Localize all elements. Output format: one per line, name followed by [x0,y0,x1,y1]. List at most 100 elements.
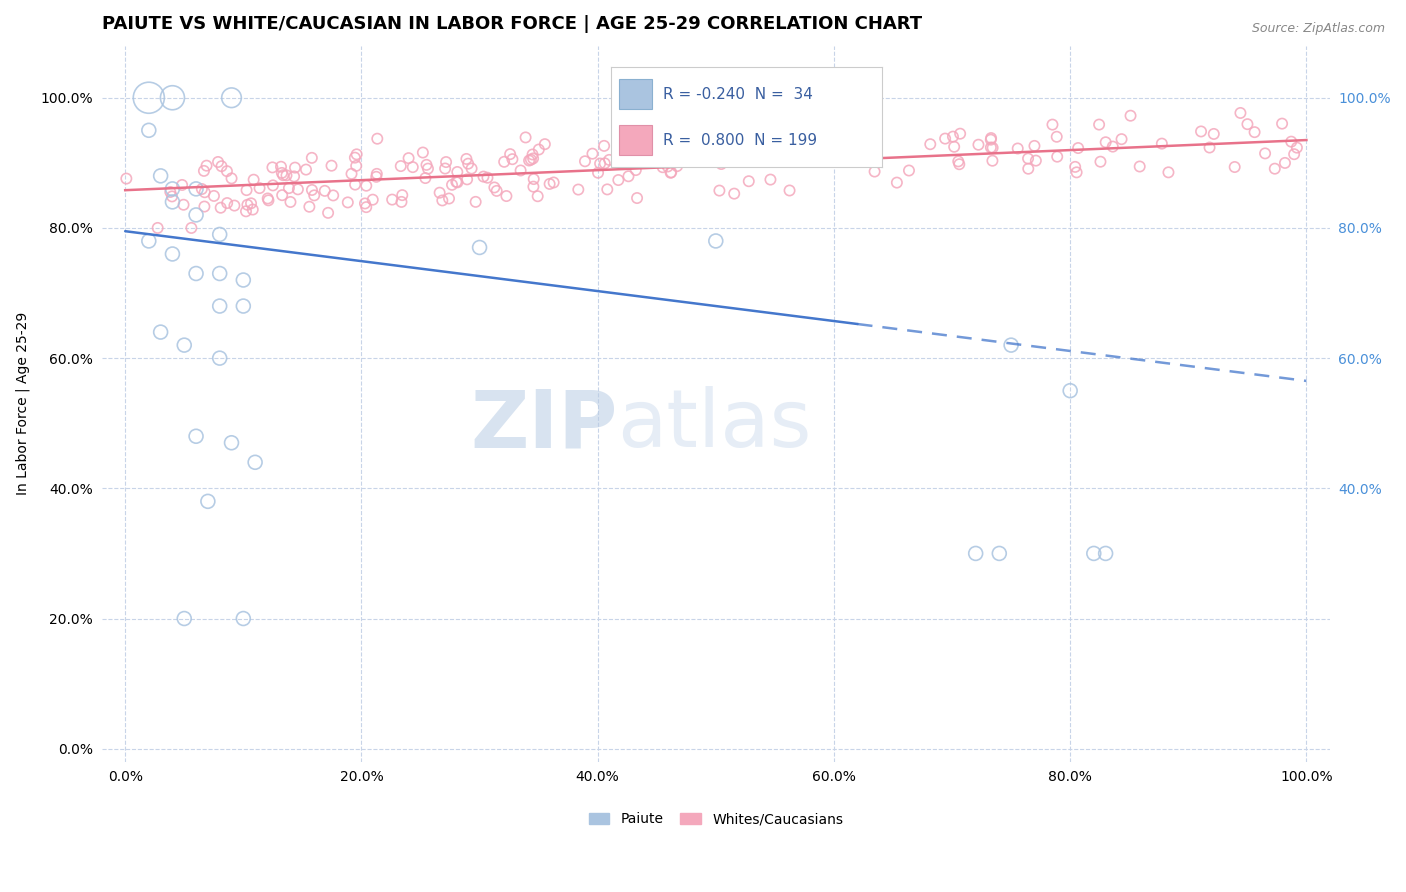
Point [980,133,1002,147]
Point [232,273,254,287]
Point [215,164,238,178]
Point [522,179,544,194]
Point [321,159,343,173]
Point [499,147,522,161]
Point [517,153,540,168]
Point [607,173,630,187]
Point [209,201,232,215]
Point [523,172,546,186]
Point [1202,127,1225,141]
Point [416,161,439,176]
Point [574,154,596,169]
Point [391,194,413,209]
Point [270,166,292,180]
Point [704,234,727,248]
Point [770,146,793,161]
Point [208,351,231,365]
Point [589,156,612,170]
Point [686,153,709,168]
Point [661,153,683,167]
Point [651,160,673,174]
Point [149,169,172,183]
Point [645,144,668,158]
Point [1017,152,1039,166]
Point [464,194,486,209]
Point [1274,156,1296,170]
Point [257,194,280,208]
Point [280,194,302,209]
Point [658,145,681,159]
Point [534,137,557,152]
Point [1046,150,1069,164]
Point [262,161,284,175]
Point [538,177,561,191]
Point [710,157,733,171]
Point [1223,160,1246,174]
Point [361,193,384,207]
Point [980,140,1002,154]
Point [316,206,339,220]
Point [586,166,609,180]
Point [415,158,437,172]
Point [709,184,731,198]
Point [1024,139,1046,153]
Point [195,159,218,173]
Point [543,176,565,190]
Point [391,188,413,202]
Legend: Paiute, Whites/Caucasians: Paiute, Whites/Caucasians [589,813,844,826]
Point [1243,125,1265,139]
Point [1083,546,1105,560]
Point [236,198,259,212]
Point [1236,117,1258,131]
Point [301,151,323,165]
Point [162,91,184,105]
Point [509,163,531,178]
Point [184,267,207,281]
Point [232,611,254,625]
Point [581,146,603,161]
Point [208,299,231,313]
Point [224,198,246,212]
Point [621,151,644,165]
Point [723,186,745,201]
Point [184,208,207,222]
Point [287,182,309,196]
Point [738,174,761,188]
Point [193,164,215,178]
Point [197,494,219,508]
Point [1000,338,1022,352]
Point [897,163,920,178]
Point [434,155,457,169]
Point [1025,153,1047,168]
Point [501,152,523,166]
Point [193,200,215,214]
Point [211,159,233,173]
Point [208,227,231,242]
Point [526,189,548,203]
Point [1129,160,1152,174]
Point [624,163,647,178]
Point [659,165,682,179]
Point [235,204,257,219]
Point [243,455,266,469]
Point [676,126,699,140]
Point [159,185,181,199]
Point [1094,546,1116,560]
Point [598,153,620,167]
Point [1088,118,1111,132]
Point [191,182,214,196]
Point [943,140,966,154]
Point [356,178,378,193]
Point [659,166,682,180]
Point [778,154,800,169]
Point [283,169,305,184]
Point [1094,135,1116,149]
Point [446,175,468,189]
Point [249,181,271,195]
Point [1046,129,1069,144]
Point [242,172,264,186]
Point [184,429,207,443]
Point [240,196,263,211]
Point [657,160,679,174]
Point [1229,106,1251,120]
